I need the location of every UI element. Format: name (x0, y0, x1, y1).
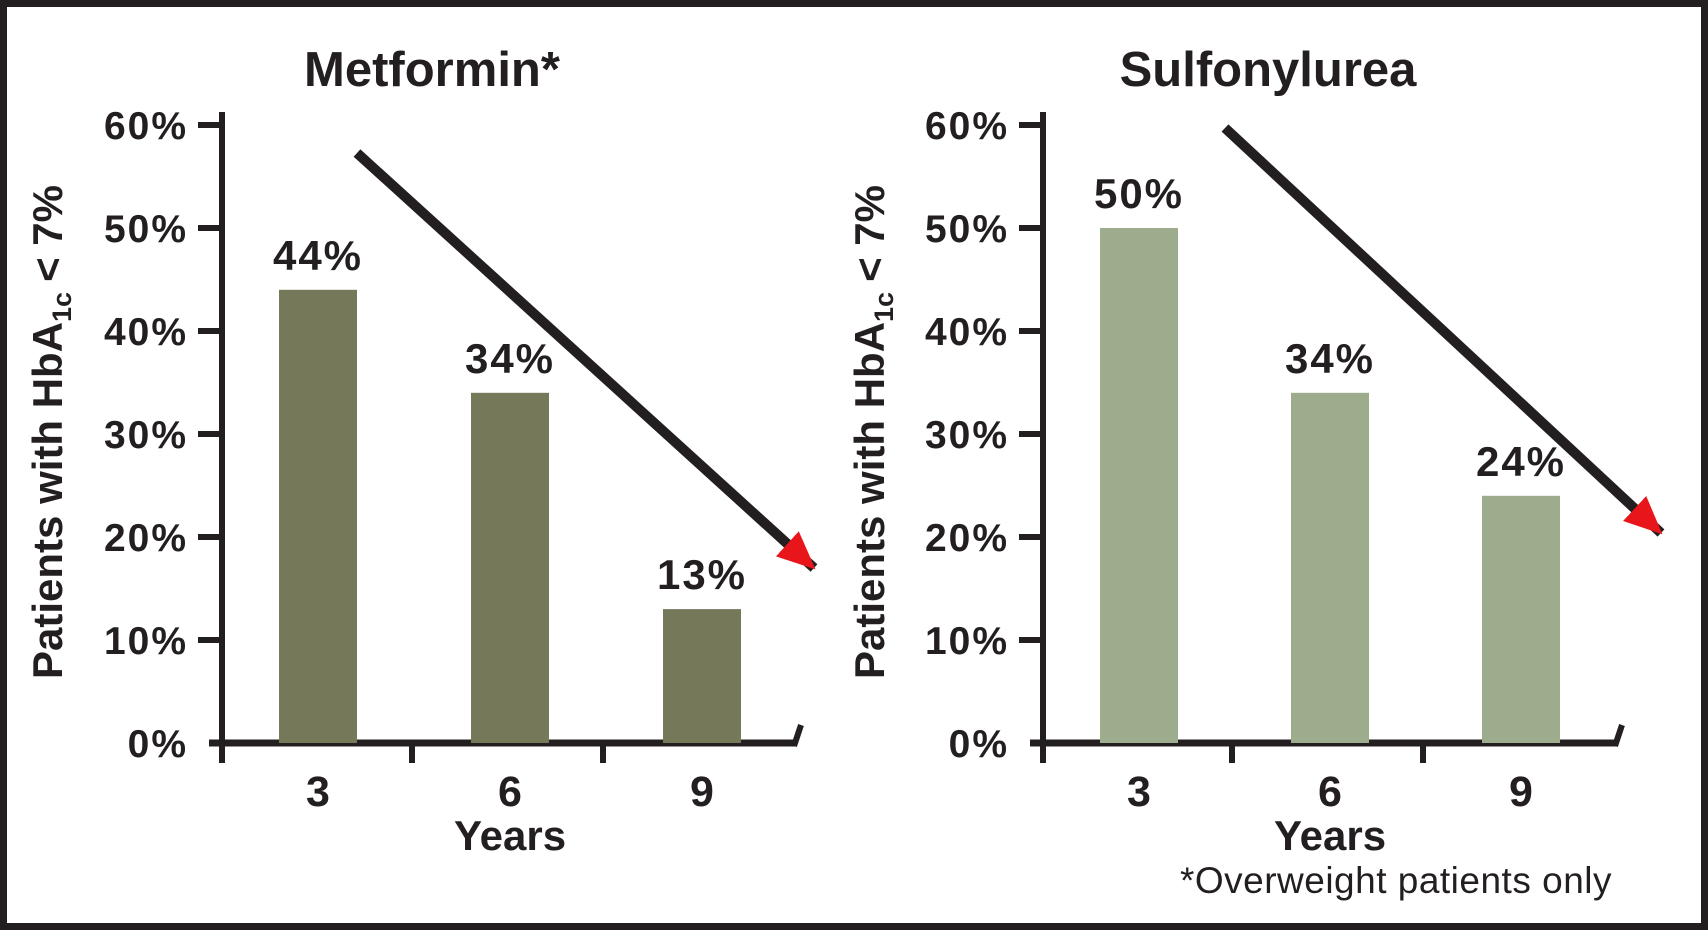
y-tick-label: 30% (104, 414, 188, 457)
footnote: *Overweight patients only (1180, 860, 1612, 901)
x-axis-title: Years (1274, 812, 1386, 859)
y-tick-label: 0% (128, 723, 188, 766)
y-axis-title: Patients with HbA1c < 7% (846, 185, 899, 679)
y-tick-label: 60% (925, 105, 1009, 148)
chart-title: Metformin* (304, 43, 561, 97)
x-axis-title: Years (454, 812, 566, 859)
y-tick-label: 10% (925, 620, 1009, 663)
x-axis-end-tick (791, 724, 804, 747)
y-tick-label: 0% (949, 723, 1009, 766)
y-axis-title-suffix: < 7% (24, 185, 71, 282)
trend-arrow (1221, 124, 1665, 537)
x-tick-label: 3 (1127, 768, 1151, 816)
bar-value-label: 50% (1094, 170, 1184, 217)
bar-value-label: 13% (657, 551, 747, 598)
y-tick-label: 30% (925, 414, 1009, 457)
y-tick-label: 40% (104, 311, 188, 354)
y-axis-title-suffix: < 7% (846, 185, 893, 282)
y-axis-title-subscript: 1c (47, 292, 77, 322)
bar-value-label: 24% (1476, 438, 1566, 485)
x-tick-label: 9 (690, 768, 714, 816)
bar-value-label: 34% (1285, 335, 1375, 382)
bar (471, 392, 549, 743)
x-tick-label: 3 (306, 768, 330, 816)
bar (1482, 495, 1560, 743)
y-axis-title: Patients with HbA1c < 7% (24, 185, 77, 679)
y-tick-label: 10% (104, 620, 188, 663)
bar (663, 609, 741, 743)
y-tick-label: 20% (925, 517, 1009, 560)
bar (1291, 392, 1369, 743)
trend-arrow (353, 149, 818, 572)
x-tick-label: 6 (1318, 768, 1342, 816)
y-axis-title-main: Patients with HbA (24, 322, 71, 679)
y-tick-label: 20% (104, 517, 188, 560)
x-axis-end-tick (1612, 724, 1625, 747)
chart-title: Sulfonylurea (1120, 43, 1418, 97)
y-tick-label: 40% (925, 311, 1009, 354)
y-tick-label: 50% (104, 208, 188, 251)
chart-sulfonylurea: Sulfonylurea 0% 10% 20% 30% 40% 50% 60% 50% 3 34% 6… (846, 43, 1665, 859)
y-axis-title-subscript: 1c (869, 292, 899, 322)
x-tick-label: 9 (1509, 768, 1533, 816)
bar (1100, 228, 1178, 743)
x-tick-label: 6 (498, 768, 522, 816)
y-tick-label: 50% (925, 208, 1009, 251)
y-axis-title-main: Patients with HbA (846, 322, 893, 679)
chart-metformin: Metformin* 0% 10% 20% 30% 40% 50% 60% 44% 3 34% 6 13… (24, 43, 818, 859)
y-tick-label: 60% (104, 105, 188, 148)
bar-value-label: 34% (465, 335, 555, 382)
bar-value-label: 44% (273, 232, 363, 279)
bar (279, 289, 357, 743)
